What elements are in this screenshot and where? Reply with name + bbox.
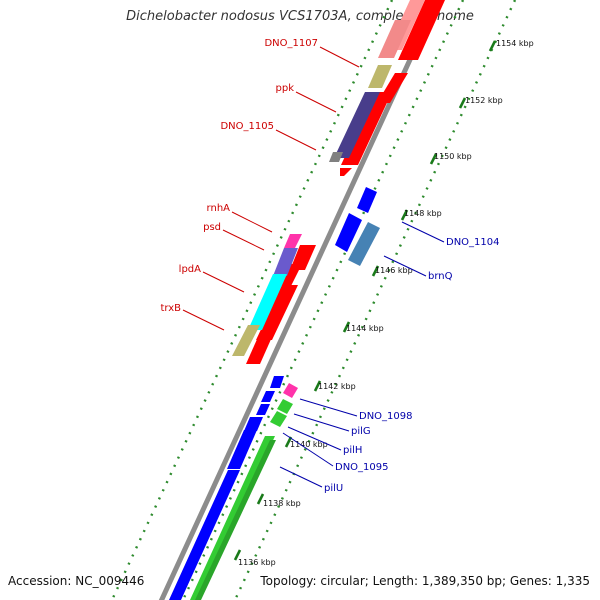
leader-line <box>319 46 360 68</box>
gene-label: lpdA <box>179 264 201 275</box>
gene-feature <box>277 399 293 414</box>
gene-feature <box>284 234 302 248</box>
ruler-tick <box>256 493 265 505</box>
leader-line <box>295 91 337 113</box>
ruler-tick <box>313 380 322 392</box>
leader-line <box>222 229 265 251</box>
ruler-ticks <box>233 40 497 561</box>
ruler-tick <box>458 97 467 109</box>
gene-label: DNO_1107 <box>264 38 318 49</box>
genome-backbone <box>158 0 441 600</box>
leader-line <box>231 211 273 233</box>
gene-feature <box>270 411 287 427</box>
colored-features <box>232 20 411 356</box>
gene-feature <box>378 20 411 58</box>
ruler-tick <box>342 321 351 333</box>
leader-line <box>279 466 323 488</box>
ruler-dotted-inner <box>110 0 394 600</box>
gene-feature <box>195 440 276 600</box>
gene-label: ppk <box>276 83 295 94</box>
gene-feature <box>256 285 298 340</box>
gene-feature <box>246 337 272 364</box>
gene-label: DNO_1105 <box>220 121 274 132</box>
gene-feature <box>270 376 284 388</box>
ruler-label: 1148 kbp <box>404 209 442 218</box>
map-title: Dichelobacter nodosus VCS1703A, complete… <box>126 9 474 24</box>
gene-feature <box>227 430 257 469</box>
ruler-tick <box>429 153 438 165</box>
gene-label: DNO_1095 <box>335 462 389 473</box>
ruler-label: 1154 kbp <box>496 39 534 48</box>
gene-label: trxB <box>160 303 181 314</box>
leader-line <box>282 432 334 467</box>
gene-labels-left: DNO_1107 ppk DNO_1105 rnhA psd lpdA trxB <box>160 38 318 314</box>
forward-strand-features <box>246 0 445 364</box>
ruler-label: 1142 kbp <box>318 382 356 391</box>
gene-feature <box>248 274 287 330</box>
leader-line <box>275 129 317 151</box>
gene-label: pilU <box>324 483 343 494</box>
gene-feature <box>340 168 352 176</box>
ruler-label: 1140 kbp <box>290 440 328 449</box>
gene-labels-right: DNO_1104 brnQ DNO_1098 pilG pilH DNO_109… <box>324 237 500 494</box>
leader-line <box>293 413 350 432</box>
ruler-labels: 1136 kbp 1138 kbp 1140 kbp 1142 kbp 1144… <box>238 39 534 567</box>
gene-feature <box>169 470 240 600</box>
gene-feature <box>329 152 343 162</box>
ruler-tick <box>488 40 497 52</box>
ruler-label: 1146 kbp <box>375 266 413 275</box>
gene-label: DNO_1098 <box>359 411 413 422</box>
genome-summary-text: Topology: circular; Length: 1,389,350 bp… <box>260 574 590 588</box>
leader-lines <box>182 46 445 488</box>
gene-feature <box>398 0 445 60</box>
lower-bands <box>169 436 276 600</box>
gene-label: DNO_1104 <box>446 237 500 248</box>
gene-feature <box>335 213 362 252</box>
ruler-tick <box>371 265 380 277</box>
ruler-dotted-middle <box>181 0 465 600</box>
gene-feature <box>348 222 380 266</box>
accession-text: Accession: NC_009446 <box>8 574 145 588</box>
gene-feature <box>273 248 298 276</box>
ruler-label: 1138 kbp <box>263 499 301 508</box>
leader-line <box>287 426 342 451</box>
ruler-tick <box>400 209 409 221</box>
gene-feature <box>244 417 263 431</box>
gene-label: brnQ <box>428 271 453 282</box>
leader-line <box>401 221 445 243</box>
ruler-tick <box>233 549 242 561</box>
leader-line <box>299 398 358 417</box>
gene-label: pilH <box>343 445 362 456</box>
gene-label: psd <box>203 222 221 233</box>
ruler-label: 1150 kbp <box>434 152 472 161</box>
ruler-label: 1144 kbp <box>346 324 384 333</box>
ruler-label: 1152 kbp <box>465 96 503 105</box>
reverse-strand-upper <box>335 187 380 266</box>
leader-line <box>182 309 225 331</box>
gene-label: rnhA <box>207 203 231 214</box>
leader-line <box>383 255 427 277</box>
gene-feature <box>256 404 270 415</box>
ruler-tick <box>284 436 293 448</box>
reverse-strand-lower <box>227 376 298 469</box>
ruler-label: 1136 kbp <box>238 558 276 567</box>
gene-feature <box>283 383 298 398</box>
gene-label: pilG <box>351 426 371 437</box>
gene-feature <box>368 65 392 88</box>
gene-feature <box>334 92 380 158</box>
gene-feature <box>290 245 316 270</box>
gene-feature <box>357 187 377 213</box>
gene-feature <box>261 391 275 402</box>
gene-feature <box>232 325 260 356</box>
leader-line <box>202 271 245 293</box>
